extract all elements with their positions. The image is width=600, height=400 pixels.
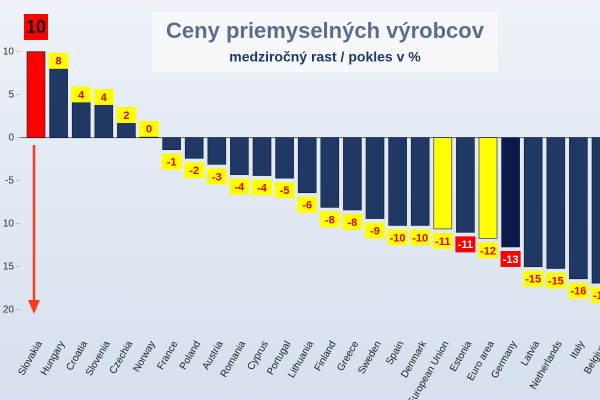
data-label-box <box>24 14 48 40</box>
data-label: -1 <box>167 157 177 169</box>
data-label-box <box>523 270 544 287</box>
data-label: -9 <box>370 225 380 237</box>
data-label: -15 <box>548 275 564 287</box>
data-label-box <box>455 236 476 253</box>
data-label: -8 <box>348 217 358 229</box>
data-label-box <box>591 287 600 304</box>
data-label: -2 <box>189 165 199 177</box>
data-label: -12 <box>480 245 496 257</box>
bar <box>546 137 566 269</box>
bar <box>94 104 114 138</box>
title-box <box>152 12 498 72</box>
data-label: 8 <box>56 56 62 68</box>
data-label: -3 <box>212 171 222 183</box>
bar <box>207 137 227 165</box>
bar <box>456 137 475 233</box>
bar <box>297 137 317 194</box>
bar <box>252 137 272 176</box>
data-label: -6 <box>302 200 312 212</box>
data-label-box <box>568 282 589 299</box>
chart-subtitle: medziročný rast / pokles v % <box>229 49 421 65</box>
data-label: -4 <box>235 182 246 194</box>
bar <box>71 102 91 138</box>
data-label: -11 <box>458 239 473 251</box>
y-tick-label: 10 <box>3 218 15 229</box>
data-label-box <box>139 120 159 137</box>
data-label-box <box>184 162 205 179</box>
data-label-box <box>206 168 227 185</box>
data-label-box <box>71 86 92 103</box>
data-label-box <box>410 229 431 246</box>
data-label-box <box>274 182 295 199</box>
data-label: -11 <box>435 236 450 248</box>
data-label-box <box>387 229 408 246</box>
y-tick-label: 10 <box>3 46 15 57</box>
data-label: -5 <box>280 185 290 197</box>
data-label-box <box>500 250 521 267</box>
bar <box>410 137 430 226</box>
data-label-box <box>161 153 182 170</box>
data-label-box <box>116 107 137 124</box>
data-label: 10 <box>26 17 46 37</box>
data-label-box <box>229 178 250 195</box>
data-label-box <box>319 211 340 228</box>
data-label-box <box>93 88 114 105</box>
bar <box>184 137 204 159</box>
bar <box>117 122 136 138</box>
bar <box>162 137 181 151</box>
chart-title: Ceny priemyselných výrobcov <box>166 18 485 43</box>
data-label: -10 <box>412 232 428 244</box>
data-label: 4 <box>78 89 85 101</box>
bar <box>433 137 453 230</box>
bar <box>388 137 407 226</box>
y-tick-label: 20 <box>3 304 15 315</box>
data-label: -13 <box>503 254 519 266</box>
bar <box>591 137 600 284</box>
data-label: -15 <box>525 274 541 286</box>
data-label: 2 <box>123 110 129 122</box>
data-label: -8 <box>325 214 335 226</box>
arrow-head <box>28 300 40 314</box>
data-label-box <box>545 272 566 289</box>
y-tick-label: 15 <box>3 261 15 272</box>
data-label-box <box>365 222 385 239</box>
data-label: -16 <box>570 286 586 298</box>
bar <box>478 137 498 239</box>
data-label-box <box>252 179 272 196</box>
bar <box>320 137 340 208</box>
data-label: -10 <box>390 232 406 244</box>
data-label-box <box>48 52 69 69</box>
bar <box>343 137 362 211</box>
y-tick-label: 0 <box>8 132 14 143</box>
y-tick-label: 5 <box>8 89 14 100</box>
data-label-box <box>432 232 453 249</box>
bar <box>230 137 249 175</box>
bar <box>275 137 294 179</box>
y-tick-label: -5 <box>5 175 14 186</box>
data-label-box <box>342 213 363 230</box>
bar <box>501 137 520 248</box>
bar <box>139 136 159 138</box>
data-label-box <box>478 242 498 259</box>
bar <box>569 137 588 280</box>
data-label: -4 <box>257 182 268 194</box>
data-label-box <box>297 196 318 213</box>
bar <box>26 51 46 138</box>
data-label: 0 <box>146 124 152 136</box>
bar <box>523 137 543 268</box>
data-label: -17 <box>593 290 600 302</box>
bar <box>365 137 385 219</box>
bar <box>49 68 68 138</box>
data-label: 4 <box>101 92 108 104</box>
